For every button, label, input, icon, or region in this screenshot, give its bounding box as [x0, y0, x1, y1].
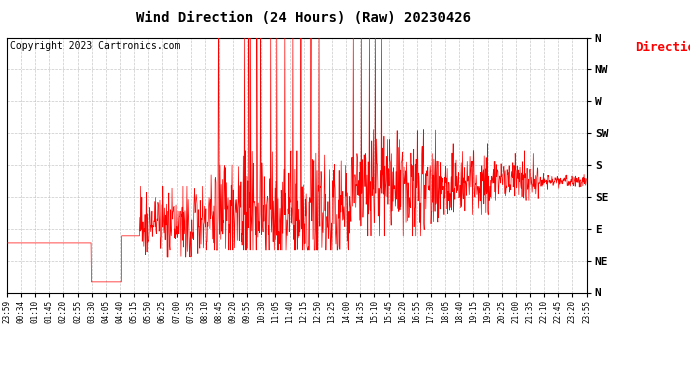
Text: Wind Direction (24 Hours) (Raw) 20230426: Wind Direction (24 Hours) (Raw) 20230426 [136, 11, 471, 25]
Text: Direction: Direction [635, 41, 690, 54]
Text: Copyright 2023 Cartronics.com: Copyright 2023 Cartronics.com [10, 41, 181, 51]
